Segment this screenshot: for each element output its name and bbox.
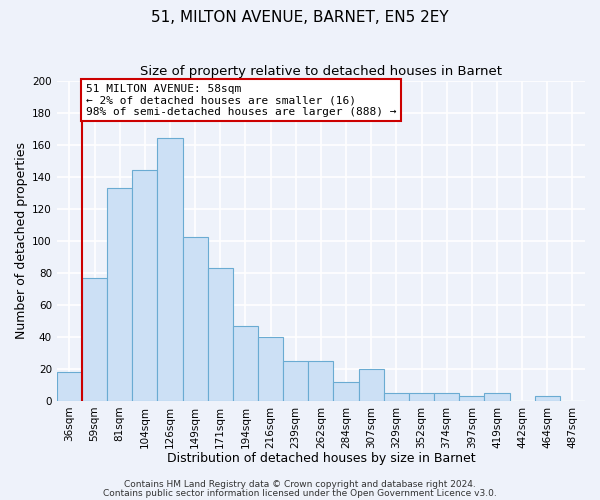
Bar [308,361,334,401]
Bar [434,393,459,401]
Bar [384,393,409,401]
Bar [208,268,233,401]
Text: 51, MILTON AVENUE, BARNET, EN5 2EY: 51, MILTON AVENUE, BARNET, EN5 2EY [151,10,449,25]
Bar [258,337,283,401]
Bar [57,372,82,401]
Bar [82,278,107,401]
Text: Contains HM Land Registry data © Crown copyright and database right 2024.: Contains HM Land Registry data © Crown c… [124,480,476,489]
Text: 51 MILTON AVENUE: 58sqm
← 2% of detached houses are smaller (16)
98% of semi-det: 51 MILTON AVENUE: 58sqm ← 2% of detached… [86,84,396,117]
Bar [409,393,434,401]
Bar [107,188,132,401]
Bar [132,170,157,401]
Bar [233,326,258,401]
Bar [334,382,359,401]
Bar [484,393,509,401]
Title: Size of property relative to detached houses in Barnet: Size of property relative to detached ho… [140,65,502,78]
X-axis label: Distribution of detached houses by size in Barnet: Distribution of detached houses by size … [167,452,475,465]
Y-axis label: Number of detached properties: Number of detached properties [15,142,28,339]
Bar [157,138,182,401]
Bar [182,238,208,401]
Bar [535,396,560,401]
Bar [359,369,384,401]
Bar [283,361,308,401]
Bar [459,396,484,401]
Text: Contains public sector information licensed under the Open Government Licence v3: Contains public sector information licen… [103,488,497,498]
